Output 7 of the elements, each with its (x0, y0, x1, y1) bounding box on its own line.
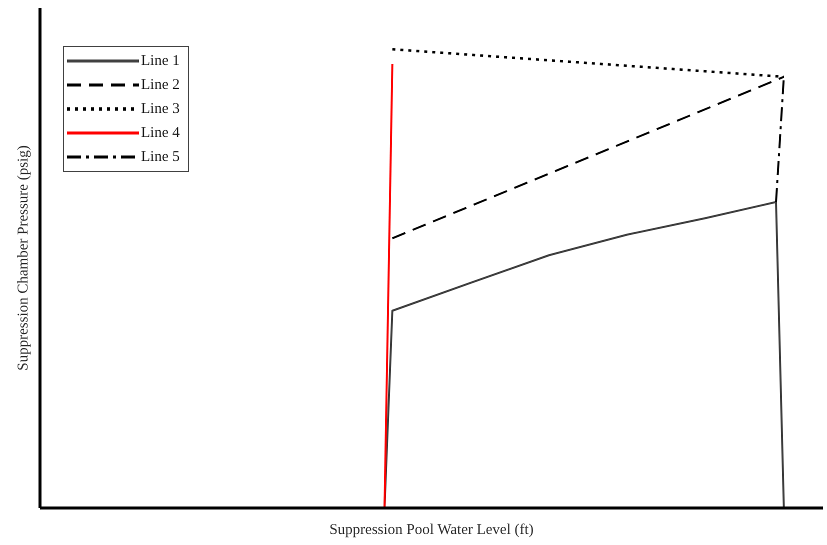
legend-label: Line 2 (141, 76, 180, 94)
legend-label: Line 3 (141, 100, 180, 118)
x-axis-title: Suppression Pool Water Level (ft) (329, 522, 534, 538)
y-axis-title: Suppression Chamber Pressure (psig) (15, 145, 32, 371)
legend-label: Line 5 (141, 148, 180, 166)
legend-label: Line 4 (141, 124, 180, 142)
legend-label: Line 1 (141, 52, 180, 70)
